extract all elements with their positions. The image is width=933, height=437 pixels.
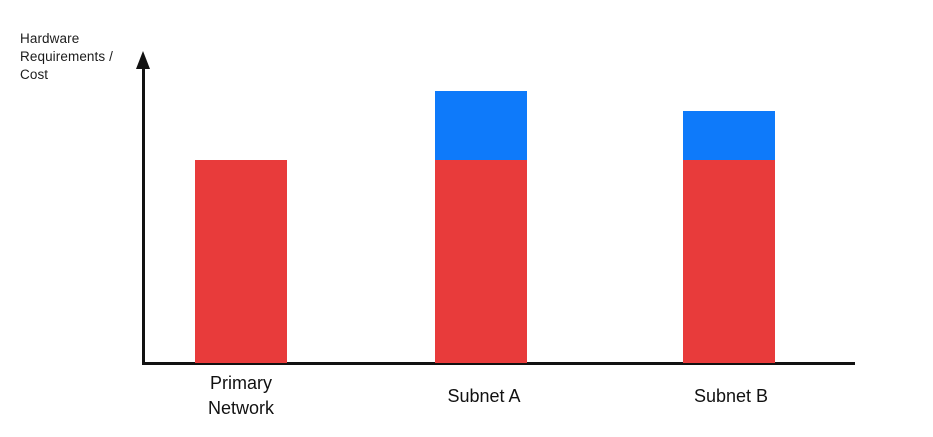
- bar-segment-blue-additional-overhead-subnet-b: [683, 111, 775, 160]
- x-axis-label-subnet-a: Subnet A: [447, 386, 521, 406]
- x-axis-label-subnet-b: Subnet B: [693, 386, 769, 406]
- y-axis-title: Hardware Requirements / Cost: [20, 31, 113, 82]
- bar-segment-red-base-requirement-primary-network: [195, 160, 287, 363]
- bar-segment-red-base-requirement-subnet-b: [683, 160, 775, 363]
- bar-segment-red-base-requirement-subnet-a: [435, 160, 527, 363]
- bar-segment-blue-additional-overhead-subnet-a: [435, 90, 527, 160]
- y-axis: [142, 62, 145, 365]
- x-axis-label-primary-network: Primary Network: [207, 373, 274, 418]
- y-axis-arrowhead-icon: [136, 51, 150, 69]
- x-axis: [142, 362, 855, 365]
